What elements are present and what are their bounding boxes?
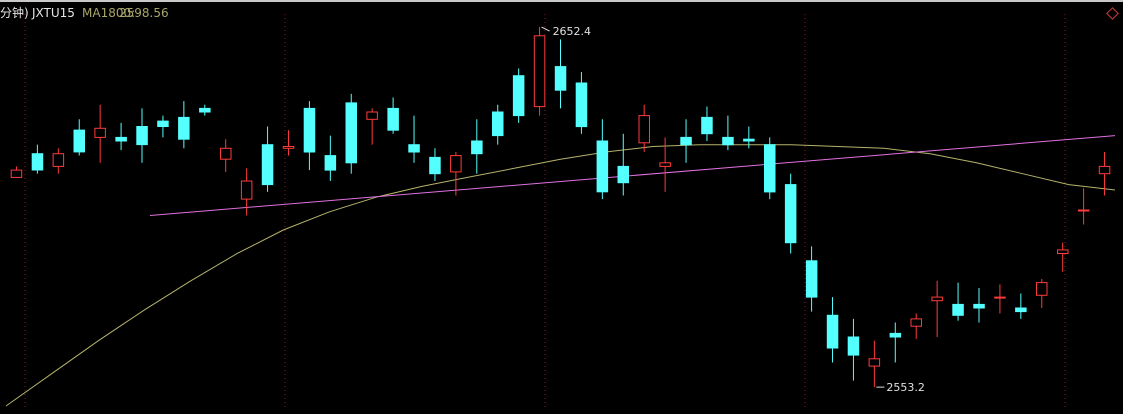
ma-indicator-value: 2598.56 <box>119 6 169 20</box>
candle-body <box>240 180 253 200</box>
symbol-label: JXTU15 <box>32 6 75 20</box>
candle-body <box>533 35 546 108</box>
candle-body <box>868 358 881 367</box>
candle-body <box>73 129 85 153</box>
support-trend-line <box>149 135 1116 216</box>
candle-body <box>847 336 860 356</box>
candle-body <box>554 66 567 91</box>
candle-body <box>952 303 964 316</box>
candle-body <box>1036 282 1048 296</box>
candle-body <box>512 75 525 117</box>
candle-body <box>889 332 902 338</box>
candle-body <box>471 140 483 155</box>
trend-line <box>149 135 1116 216</box>
candle-body <box>31 153 44 171</box>
candle-body <box>136 126 148 146</box>
candle-body <box>261 144 274 186</box>
ma1800-line <box>5 144 1116 407</box>
candle-body <box>303 107 316 153</box>
price-annotations: 2652.4 2553.2 <box>541 25 925 394</box>
candle-body <box>764 144 776 193</box>
candle-body <box>450 155 462 173</box>
candle-body <box>387 107 399 131</box>
period-label: 分钟) <box>0 6 29 20</box>
candle-body <box>115 136 127 142</box>
candle-body <box>1077 209 1090 212</box>
candle-body <box>324 155 337 171</box>
candle-body <box>596 140 609 193</box>
candle-body <box>10 169 23 178</box>
candle-body <box>826 314 839 349</box>
candle-body <box>617 165 629 184</box>
high-pointer <box>541 26 550 32</box>
candle-body <box>366 111 378 120</box>
candle-body <box>178 116 190 140</box>
candle-body <box>1057 249 1069 254</box>
candle-body <box>722 136 734 146</box>
candle-body <box>52 153 65 167</box>
candle-body <box>282 146 295 149</box>
candle-body <box>1015 307 1027 313</box>
candle-body <box>994 296 1006 299</box>
ma-line <box>5 144 1116 407</box>
candle-body <box>575 82 588 128</box>
candle-body <box>408 144 420 153</box>
ma-indicator-label: MA1800: <box>82 6 136 20</box>
candle-body <box>743 138 755 142</box>
candle-body <box>429 156 441 175</box>
candle-body <box>199 107 211 113</box>
candle-body <box>94 127 106 138</box>
candle-body <box>973 303 985 309</box>
candle-body <box>910 318 922 327</box>
candles <box>10 27 1111 388</box>
candle-body <box>638 115 650 144</box>
candle-body <box>784 184 797 244</box>
candle-body <box>931 296 943 302</box>
candle-body <box>680 136 692 146</box>
candle-body <box>1098 165 1111 175</box>
candle-body <box>659 162 671 167</box>
candle-body <box>157 120 169 127</box>
candle-body <box>701 116 713 135</box>
high-price-label: 2652.4 <box>553 25 592 38</box>
candle-body <box>220 147 232 160</box>
candle-body <box>805 260 818 298</box>
candle-body <box>345 102 357 164</box>
low-price-label: 2553.2 <box>886 381 925 394</box>
candle-body <box>492 111 504 137</box>
top-divider <box>0 0 1123 2</box>
